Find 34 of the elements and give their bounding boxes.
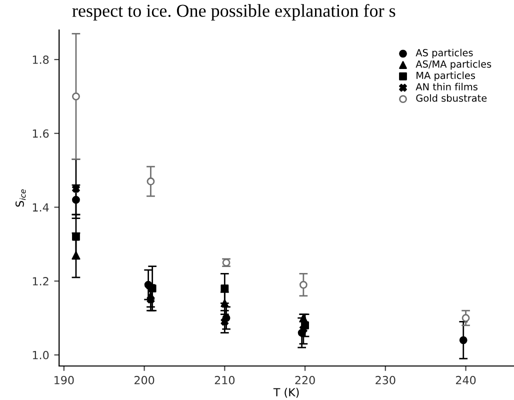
point (220, 318, 229, 326)
x-tick-label: 200 (134, 376, 154, 384)
x-tick-label: 230 (376, 376, 396, 384)
point (220, 284, 229, 292)
legend-label: AN thin films (416, 82, 478, 90)
point (299, 325, 308, 334)
point (72, 251, 80, 260)
text: respect to ice. One possible explanation for s (72, 4, 396, 21)
x-tick-label: 190 (54, 376, 74, 384)
x-axis-title: T (K) (273, 388, 299, 398)
y-tick-label: 1.0 (32, 350, 49, 360)
x-tick-label: 210 (214, 376, 235, 384)
y-tick-label: 1.2 (32, 277, 48, 286)
point (299, 280, 308, 289)
point (146, 296, 155, 304)
y-tick-label: 1.6 (32, 129, 49, 138)
point (72, 184, 80, 193)
legend-label: AS particles (416, 48, 473, 58)
point (459, 336, 468, 344)
point (72, 196, 80, 204)
point (72, 232, 80, 241)
point (462, 314, 470, 322)
legend-label: MA particles (416, 72, 476, 81)
point (72, 92, 80, 100)
y-axis-title: S$_{ice}$ (16, 189, 26, 207)
legend-label: Gold sbustrate (416, 94, 487, 102)
x-tick-label: 240 (456, 376, 476, 384)
point (148, 284, 156, 292)
y-tick-label: 1.8 (32, 56, 49, 64)
x-tick-label: 220 (295, 376, 315, 384)
point (220, 299, 229, 308)
point (146, 177, 155, 186)
legend-label: AS/MA particles (416, 60, 492, 70)
y-tick-label: 1.4 (32, 203, 49, 212)
